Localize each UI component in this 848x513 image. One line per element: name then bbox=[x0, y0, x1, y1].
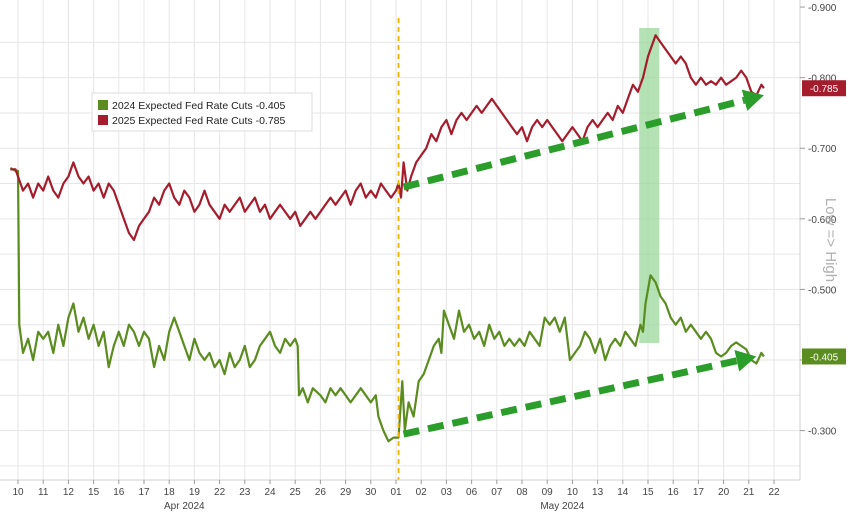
legend-entry-name: 2024 Expected Fed Rate Cuts -0.405 bbox=[112, 100, 286, 112]
y-tick-label: -0.300 bbox=[808, 427, 837, 438]
x-tick-label: 22 bbox=[768, 487, 780, 498]
x-tick-label: 25 bbox=[290, 487, 302, 498]
y-tick-label: -0.900 bbox=[808, 3, 837, 14]
trend-arrow-head bbox=[741, 89, 764, 111]
x-tick-label: 18 bbox=[164, 487, 176, 498]
annotation-front-layer bbox=[397, 18, 764, 480]
x-tick-label: 15 bbox=[88, 487, 100, 498]
x-tick-label: 07 bbox=[491, 487, 503, 498]
x-tick-label: 06 bbox=[466, 487, 478, 498]
x-tick-label: 26 bbox=[315, 487, 327, 498]
series-layer bbox=[9, 34, 765, 443]
x-month-label: May 2024 bbox=[540, 501, 584, 512]
legend-box bbox=[91, 92, 313, 132]
x-tick-label: 08 bbox=[516, 487, 528, 498]
grid-layer bbox=[0, 0, 800, 480]
x-tick-label: 14 bbox=[617, 487, 629, 498]
x-tick-label: 17 bbox=[138, 487, 150, 498]
x-tick-label: 22 bbox=[214, 487, 226, 498]
annotation-back-layer bbox=[639, 28, 660, 343]
x-tick-label: 16 bbox=[113, 487, 125, 498]
x-month-label: Apr 2024 bbox=[164, 501, 205, 512]
x-tick-label: 23 bbox=[239, 487, 251, 498]
x-tick-label: 09 bbox=[542, 487, 554, 498]
series-line-2025 bbox=[10, 34, 765, 242]
legend-swatch bbox=[98, 100, 108, 110]
x-tick-label: 15 bbox=[642, 487, 654, 498]
x-tick-label: 11 bbox=[38, 487, 49, 498]
y-axis-title: Low => High bbox=[822, 198, 839, 282]
x-tick-label: 16 bbox=[668, 487, 680, 498]
x-tick-label: 12 bbox=[63, 487, 75, 498]
series-line-2024 bbox=[9, 167, 765, 443]
x-tick-label: 02 bbox=[416, 487, 428, 498]
x-tick-label: 29 bbox=[340, 487, 352, 498]
y-tick-label: -0.800 bbox=[808, 74, 837, 85]
x-tick-label: 01 bbox=[390, 487, 402, 498]
x-tick-label: 03 bbox=[441, 487, 453, 498]
last-value-badge-2025 bbox=[802, 80, 846, 97]
x-tick-label: 24 bbox=[264, 487, 276, 498]
last-value-label-2025: -0.785 bbox=[810, 84, 839, 95]
x-tick-label: 30 bbox=[365, 487, 377, 498]
x-tick-label: 21 bbox=[743, 487, 755, 498]
x-tick-label: 17 bbox=[693, 487, 705, 498]
legend-swatch bbox=[98, 115, 108, 125]
last-value-badge-2024 bbox=[802, 348, 846, 365]
legend: 2024 Expected Fed Rate Cuts -0.405 2025 E… bbox=[91, 92, 313, 132]
trend-arrow-head bbox=[734, 350, 757, 372]
last-value-label-2024: -0.405 bbox=[810, 352, 839, 363]
legend-entry-name: 2025 Expected Fed Rate Cuts -0.785 bbox=[112, 115, 286, 127]
y-tick-label: -0.700 bbox=[808, 144, 837, 155]
x-tick-label: 10 bbox=[567, 487, 579, 498]
x-tick-label: 13 bbox=[592, 487, 604, 498]
y-tick-label: -0.500 bbox=[808, 285, 837, 296]
y-tick-label: -0.600 bbox=[808, 215, 837, 226]
x-tick-label: 10 bbox=[12, 487, 24, 498]
trend-arrow-shaft bbox=[402, 357, 738, 438]
highlight-region bbox=[639, 28, 660, 343]
x-tick-label: 19 bbox=[189, 487, 201, 498]
x-tick-label: 20 bbox=[718, 487, 730, 498]
trend-arrow-shaft bbox=[402, 96, 746, 191]
